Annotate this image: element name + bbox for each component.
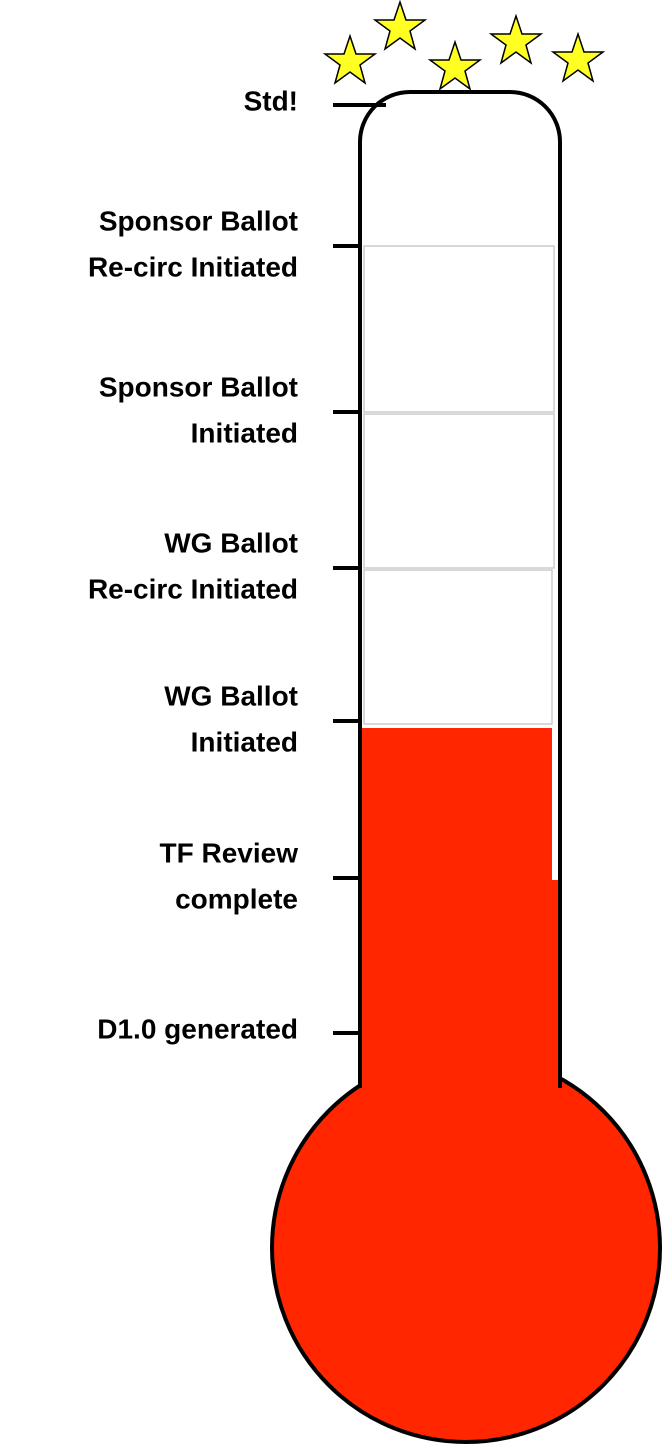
milestone-label: Initiated — [191, 726, 298, 757]
milestone-label: complete — [175, 883, 298, 914]
star — [372, 0, 428, 51]
segments — [363, 245, 555, 725]
milestone-label: WG Ballot — [164, 527, 298, 558]
star — [550, 31, 606, 83]
milestone-label: WG Ballot — [164, 680, 298, 711]
milestone-label: Sponsor Ballot — [99, 205, 298, 236]
star — [488, 13, 544, 65]
milestone-label: Re-circ Initiated — [88, 573, 298, 604]
star — [427, 39, 483, 91]
milestone-label: Re-circ Initiated — [88, 251, 298, 282]
tube-outline — [358, 90, 562, 1088]
milestone-label: Initiated — [191, 417, 298, 448]
milestone-label: Sponsor Ballot — [99, 371, 298, 402]
segment — [363, 569, 553, 725]
mercury — [362, 880, 558, 1140]
segment — [363, 413, 555, 569]
stars — [322, 0, 606, 91]
mercury — [362, 728, 552, 888]
segment — [363, 245, 555, 413]
milestone-label: Std! — [244, 85, 298, 116]
labels: Std! Sponsor Ballot Re-circ Initiated Spons… — [88, 85, 386, 1044]
milestone-label: TF Review — [160, 837, 299, 868]
star — [322, 33, 378, 85]
milestone-label: D1.0 generated — [97, 1013, 298, 1044]
